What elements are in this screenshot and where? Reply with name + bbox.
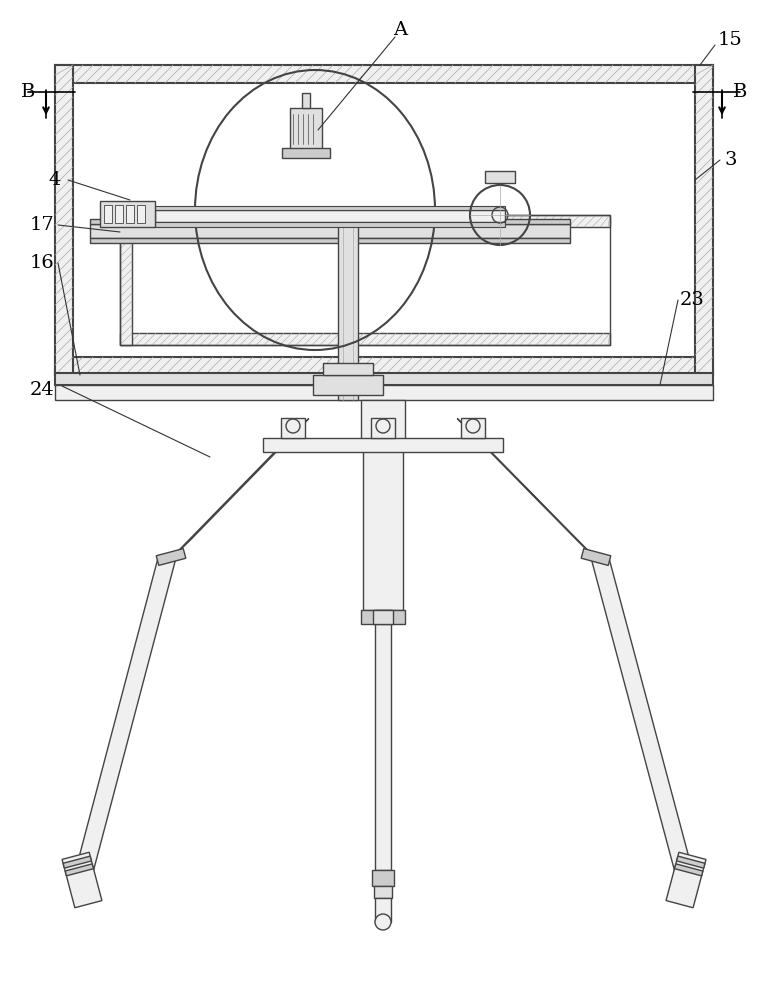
Polygon shape	[159, 419, 309, 570]
Text: B: B	[21, 83, 35, 101]
Polygon shape	[591, 555, 696, 883]
Ellipse shape	[375, 914, 391, 930]
Text: 4: 4	[49, 171, 61, 189]
Bar	[90, 238, 570, 243]
Bar	[282, 148, 330, 158]
Bar	[90, 224, 570, 238]
Bar	[338, 220, 358, 400]
Bar	[126, 205, 134, 223]
Text: 24: 24	[30, 381, 54, 399]
Text: 16: 16	[30, 254, 54, 272]
Bar	[373, 610, 393, 624]
Polygon shape	[666, 852, 706, 908]
Text: 17: 17	[30, 216, 54, 234]
Polygon shape	[281, 418, 305, 438]
Bar	[375, 610, 391, 870]
Polygon shape	[63, 856, 91, 868]
Bar	[372, 870, 394, 886]
Bar	[90, 219, 570, 224]
Polygon shape	[461, 418, 485, 438]
Bar	[361, 400, 405, 440]
Text: A: A	[393, 21, 407, 39]
Polygon shape	[72, 555, 177, 883]
Bar	[374, 886, 392, 898]
Polygon shape	[676, 856, 705, 868]
Bar	[290, 108, 322, 150]
Polygon shape	[62, 852, 102, 908]
Polygon shape	[581, 549, 611, 565]
Bar	[55, 385, 713, 400]
Bar	[313, 375, 383, 395]
Text: 15: 15	[718, 31, 743, 49]
Bar	[100, 201, 155, 227]
Polygon shape	[156, 549, 186, 565]
Bar	[155, 206, 505, 210]
Bar	[120, 215, 610, 227]
Polygon shape	[371, 418, 395, 438]
Bar	[55, 373, 713, 385]
Bar	[120, 215, 132, 345]
Bar	[155, 222, 505, 227]
Bar	[302, 93, 310, 108]
Bar	[55, 357, 713, 375]
Bar	[104, 205, 112, 223]
Bar	[485, 171, 515, 183]
Bar	[375, 898, 391, 922]
Bar	[263, 438, 503, 452]
Text: 23: 23	[680, 291, 705, 309]
Bar	[55, 65, 713, 83]
Text: 3: 3	[724, 151, 736, 169]
Polygon shape	[675, 864, 703, 876]
Polygon shape	[457, 419, 607, 570]
Bar	[115, 205, 123, 223]
Bar	[120, 215, 610, 345]
Bar	[361, 610, 405, 624]
Bar	[155, 210, 505, 222]
Bar	[323, 363, 373, 375]
Bar	[120, 333, 610, 345]
Polygon shape	[65, 864, 93, 876]
Text: B: B	[733, 83, 747, 101]
Bar	[363, 418, 403, 610]
Bar	[137, 205, 145, 223]
Bar	[695, 65, 713, 375]
Bar	[55, 65, 73, 375]
